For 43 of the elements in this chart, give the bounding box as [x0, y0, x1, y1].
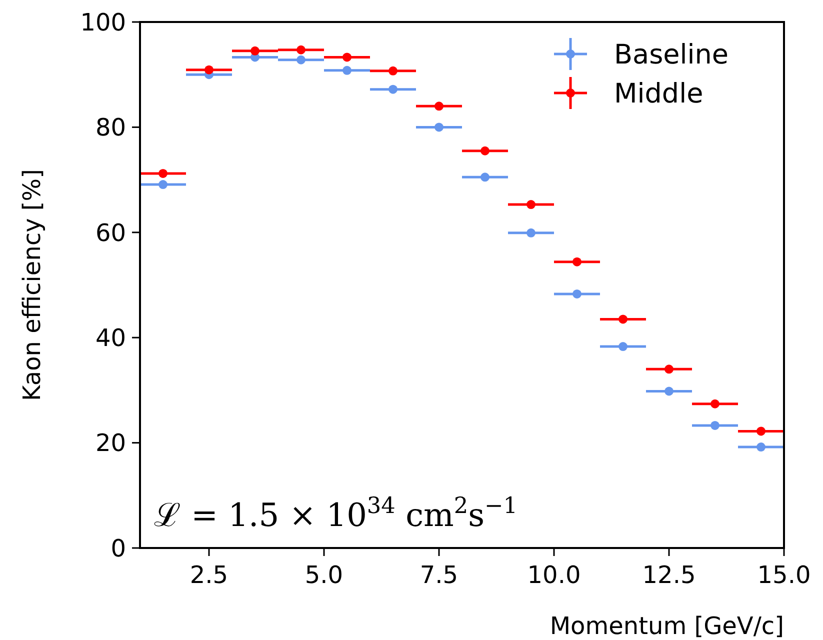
point [710, 399, 720, 408]
x-tick-label: 15.0 [757, 561, 811, 589]
legend-label: Middle [614, 78, 704, 110]
y-tick-label: 40 [95, 324, 126, 352]
legend-label: Baseline [614, 39, 728, 70]
point [296, 55, 306, 64]
x-tick-label: 10.0 [527, 561, 581, 589]
annotation: ℒ = 1.5 × 10$^{34}$ cm$^{2}$s$^{−1}$ [154, 493, 518, 534]
point [618, 314, 628, 324]
y-tick-label: 20 [95, 429, 126, 458]
y-tick-label: 80 [95, 114, 126, 142]
point [342, 52, 352, 62]
point [664, 364, 674, 374]
point [480, 146, 490, 156]
point [756, 426, 766, 436]
point [158, 168, 168, 178]
point [158, 180, 168, 190]
point [388, 66, 398, 76]
point [296, 45, 306, 54]
point [618, 342, 628, 352]
point [756, 442, 766, 452]
point [434, 122, 444, 132]
point [434, 102, 444, 111]
y-tick-label: 0 [110, 534, 126, 562]
x-tick-label: 5.0 [304, 561, 344, 589]
point [526, 228, 536, 238]
y-axis-title: Kaon efficiency [%] [18, 169, 46, 401]
point [572, 289, 582, 298]
point [204, 65, 214, 74]
point [572, 257, 582, 266]
x-axis-title: Momentum [GeV/c] [550, 612, 784, 640]
point [250, 46, 260, 56]
point [710, 420, 720, 430]
point [480, 172, 490, 182]
point [526, 200, 536, 210]
point [388, 84, 398, 94]
point [342, 66, 352, 75]
y-tick-label: 100 [80, 8, 126, 36]
x-tick-label: 7.5 [420, 561, 458, 589]
point [664, 386, 674, 396]
x-tick-label: 2.5 [190, 561, 228, 589]
x-tick-label: 12.5 [642, 561, 696, 589]
y-tick-label: 60 [95, 218, 126, 247]
